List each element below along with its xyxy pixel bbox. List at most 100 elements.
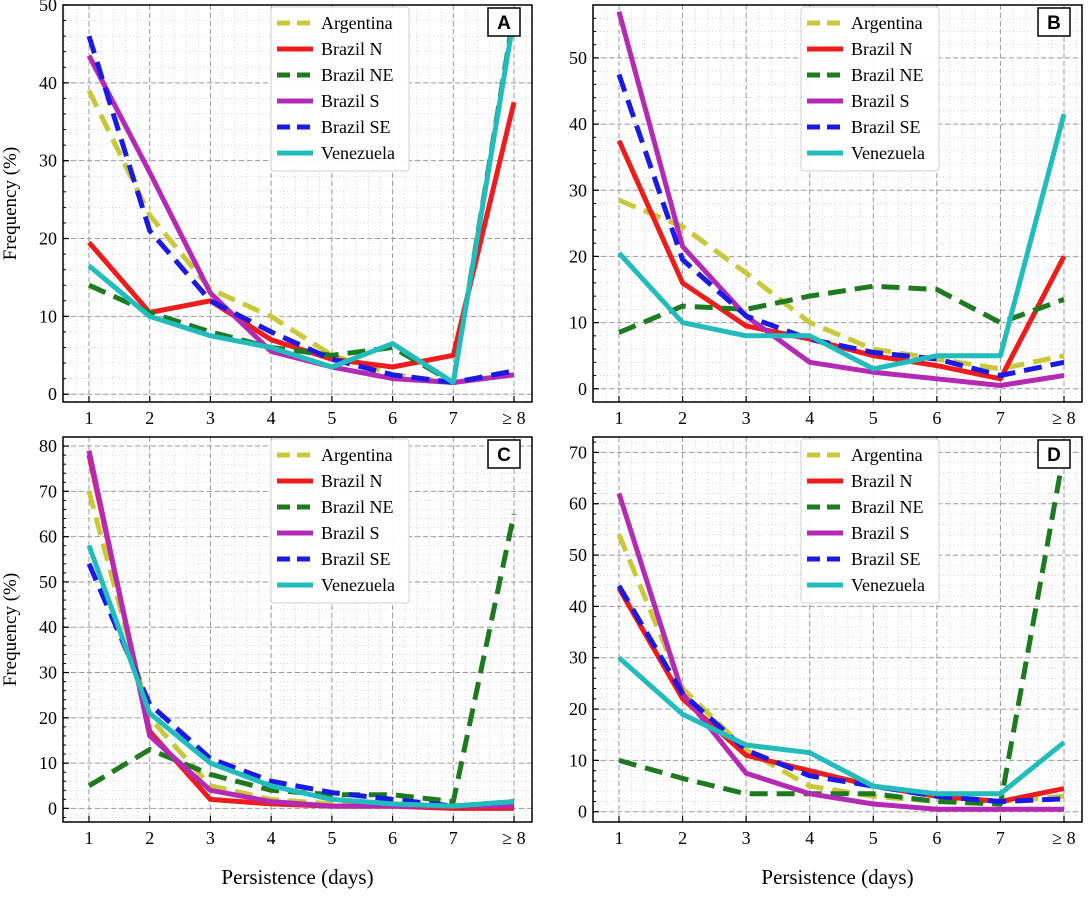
panel-d-xtick-label: 5: [869, 828, 878, 848]
panel-d-ytick-label: 70: [569, 442, 587, 462]
panel-a-series-brazil-ne: [87, 12, 517, 385]
panel-d-series-argentina: [616, 533, 1065, 804]
panel-b-series-brazil-se: [616, 73, 1065, 378]
panel-d-ytick-label: 30: [569, 648, 587, 668]
panel-a-ylabel: Frequency (%): [0, 147, 21, 260]
panel-c-legend-label: Venezuela: [321, 575, 395, 595]
panel-d-ytick-label: 40: [569, 596, 587, 616]
panel-a-series-venezuela: [87, 16, 517, 385]
panel-d-legend-label: Brazil N: [851, 471, 912, 491]
panel-b-xtick-label: 6: [932, 408, 941, 428]
panel-a-legend-label: Brazil S: [321, 91, 380, 111]
panel-c-xtick-label: 4: [267, 828, 276, 848]
panel-d-xtick-label: 4: [805, 828, 814, 848]
panel-a-legend-label: Brazil N: [321, 39, 382, 59]
panel-c-label: C: [497, 445, 511, 466]
panel-b-series-brazil-s: [616, 10, 1065, 388]
panel-c-xtick-label: 2: [145, 828, 154, 848]
panel-b-series-argentina: [618, 197, 1065, 372]
panel-c-xtick-label: 6: [388, 828, 397, 848]
panel-d-xtick-label: 1: [615, 828, 624, 848]
panel-d-legend: Argentina Brazil N Brazil NE Brazil S Brazil…: [800, 438, 940, 604]
panel-a-legend: Argentina Brazil N Brazil NE Brazil S Brazil…: [270, 6, 410, 172]
panel-a-xtick-label: 7: [449, 408, 458, 428]
panel-b-xtick-label: ≥ 8: [1052, 408, 1075, 428]
panel-b-xtick-label: 3: [742, 408, 751, 428]
panel-c-xtick-label: 5: [327, 828, 336, 848]
panel-a-label: A: [497, 13, 511, 34]
panel-d-xtick-label: 2: [678, 828, 687, 848]
panel-a-xtick-label: 1: [85, 408, 94, 428]
panel-c-xtick-label: 1: [85, 828, 94, 848]
panel-c-legend-label: Brazil SE: [321, 549, 391, 569]
panel-a-legend-label: Brazil NE: [321, 65, 393, 85]
panel-c-legend-label: Argentina: [321, 445, 393, 465]
panel-b-ytick-label: 50: [569, 48, 587, 68]
panel-b-label: B: [1047, 13, 1061, 34]
panel-c-legend-label: Brazil NE: [321, 497, 393, 517]
panel-a-ytick-label: 40: [39, 73, 57, 93]
panel-d-ytick-label: 0: [578, 802, 587, 822]
panel-a-ytick-label: 10: [39, 306, 57, 326]
panel-d-label-box: [1037, 439, 1071, 469]
panel-d-ytick-label: 20: [569, 699, 587, 719]
panel-d-frame: [592, 436, 1083, 823]
panel-c-ytick-label: 50: [39, 572, 57, 592]
panel-d-ytick-label: 10: [569, 750, 587, 770]
panel-d-xlabel: Persistence (days): [761, 865, 913, 889]
panel-c-xtick-label: ≥ 8: [502, 828, 525, 848]
panel-d-xtick-label: 6: [932, 828, 941, 848]
panel-d-ytick-label: 60: [569, 494, 587, 514]
panel-c-legend: Argentina Brazil N Brazil NE Brazil S Brazil…: [270, 438, 410, 604]
panel-b-xtick-label: 1: [615, 408, 624, 428]
panel-c-legend-label: Brazil N: [321, 471, 382, 491]
panel-b-legend-label: Brazil NE: [851, 65, 923, 85]
panel-b-series-venezuela: [617, 113, 1067, 372]
panel-c-ytick-label: 20: [39, 708, 57, 728]
panel-b-xtick-label: 5: [869, 408, 878, 428]
panel-d-series-venezuela: [617, 655, 1066, 797]
panel-c-legend-label: Brazil S: [321, 523, 380, 543]
panel-b-ytick-label: 20: [569, 246, 587, 266]
panel-b-legend-label: Brazil N: [851, 39, 912, 59]
panel-a-ytick-label: 50: [39, 0, 57, 15]
panel-a-xtick-label: 3: [206, 408, 215, 428]
panel-d-legend-label: Venezuela: [851, 575, 925, 595]
panel-d-legend-label: Brazil NE: [851, 497, 923, 517]
panel-a-xtick-label: 5: [327, 408, 336, 428]
panel-c-xtick-label: 7: [449, 828, 458, 848]
panel-d-series-brazil-s: [616, 492, 1064, 812]
panel-b-label-box: [1037, 7, 1071, 37]
panel-c-ytick-label: 40: [39, 617, 57, 637]
panel-a-legend-label: Argentina: [321, 13, 393, 33]
panel-c-series-venezuela: [86, 544, 515, 809]
panel-a-frame: [62, 4, 533, 403]
panel-c-ytick-label: 70: [39, 481, 57, 501]
panel-a-series-brazil-se: [86, 35, 515, 385]
panel-d-legend-label: Brazil SE: [851, 549, 921, 569]
panel-b-legend-label: Brazil S: [851, 91, 910, 111]
panel-c-ytick-label: 0: [48, 798, 57, 818]
panel-a-ytick-label: 20: [39, 229, 57, 249]
panel-a-xtick-label: 4: [267, 408, 276, 428]
panel-a-xtick-label: 6: [388, 408, 397, 428]
panel-c-ylabel: Frequency (%): [0, 573, 21, 686]
panel-d-series-brazil-se: [616, 584, 1065, 804]
panel-c: 0 10 20 30 40 50 60 70 80 1 2 3 4 5 6 7 ≥ 8 Frequency (%)…: [0, 436, 533, 889]
panel-d-label: D: [1047, 445, 1061, 466]
panel-b-legend-label: Brazil SE: [851, 117, 921, 137]
panel-b-ytick-label: 40: [569, 114, 587, 134]
panel-b-ytick-label: 10: [569, 313, 587, 333]
panel-c-xtick-label: 3: [206, 828, 215, 848]
panel-a-legend-label: Brazil SE: [321, 117, 391, 137]
panel-c-ytick-label: 10: [39, 753, 57, 773]
panel-a-label-box: [487, 7, 521, 37]
panel-c-ytick-label: 30: [39, 663, 57, 683]
panel-b-legend: Argentina Brazil N Brazil NE Brazil S Brazil…: [800, 6, 940, 172]
panel-d-legend-label: Argentina: [851, 445, 923, 465]
panel-a-ytick-label: 0: [48, 384, 57, 404]
panel-a-ytick-label: 30: [39, 151, 57, 171]
panel-c-xlabel: Persistence (days): [221, 865, 373, 889]
panel-a-legend-label: Venezuela: [321, 143, 395, 163]
